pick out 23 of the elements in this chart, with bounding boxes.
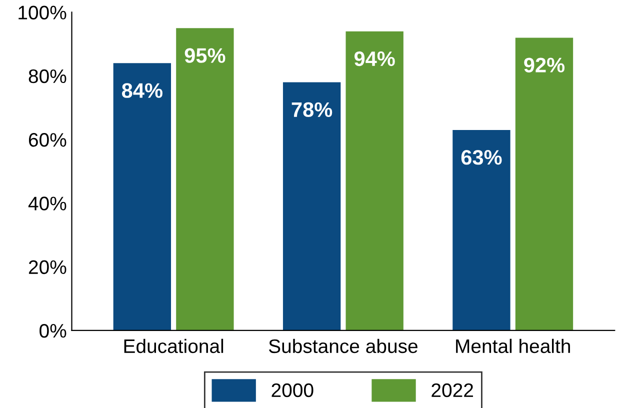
bar — [176, 28, 234, 330]
y-tick-label: 40% — [28, 196, 66, 210]
data-label: 95% — [184, 48, 226, 63]
y-tick-label: 100% — [18, 6, 66, 20]
bar — [113, 63, 172, 330]
x-tick-label: Substance abuse — [268, 338, 418, 354]
bar — [282, 82, 341, 330]
x-tick-label: Educational — [124, 338, 224, 354]
data-label: 63% — [461, 150, 502, 165]
bar — [346, 31, 404, 330]
x-tick-label: Mental health — [456, 338, 570, 354]
y-tick-label: 20% — [28, 260, 66, 274]
y-tick-label: 80% — [28, 69, 66, 84]
bar — [452, 130, 510, 330]
data-label: 78% — [292, 102, 332, 118]
data-label: 84% — [122, 83, 162, 98]
data-label: 92% — [524, 58, 565, 72]
y-tick-label: 0% — [40, 324, 66, 338]
data-label: 94% — [354, 51, 395, 66]
y-tick-label: 60% — [28, 133, 66, 147]
bar — [515, 38, 574, 330]
legend-label: 2000 — [272, 383, 314, 398]
legend-label: 2022 — [432, 383, 473, 398]
